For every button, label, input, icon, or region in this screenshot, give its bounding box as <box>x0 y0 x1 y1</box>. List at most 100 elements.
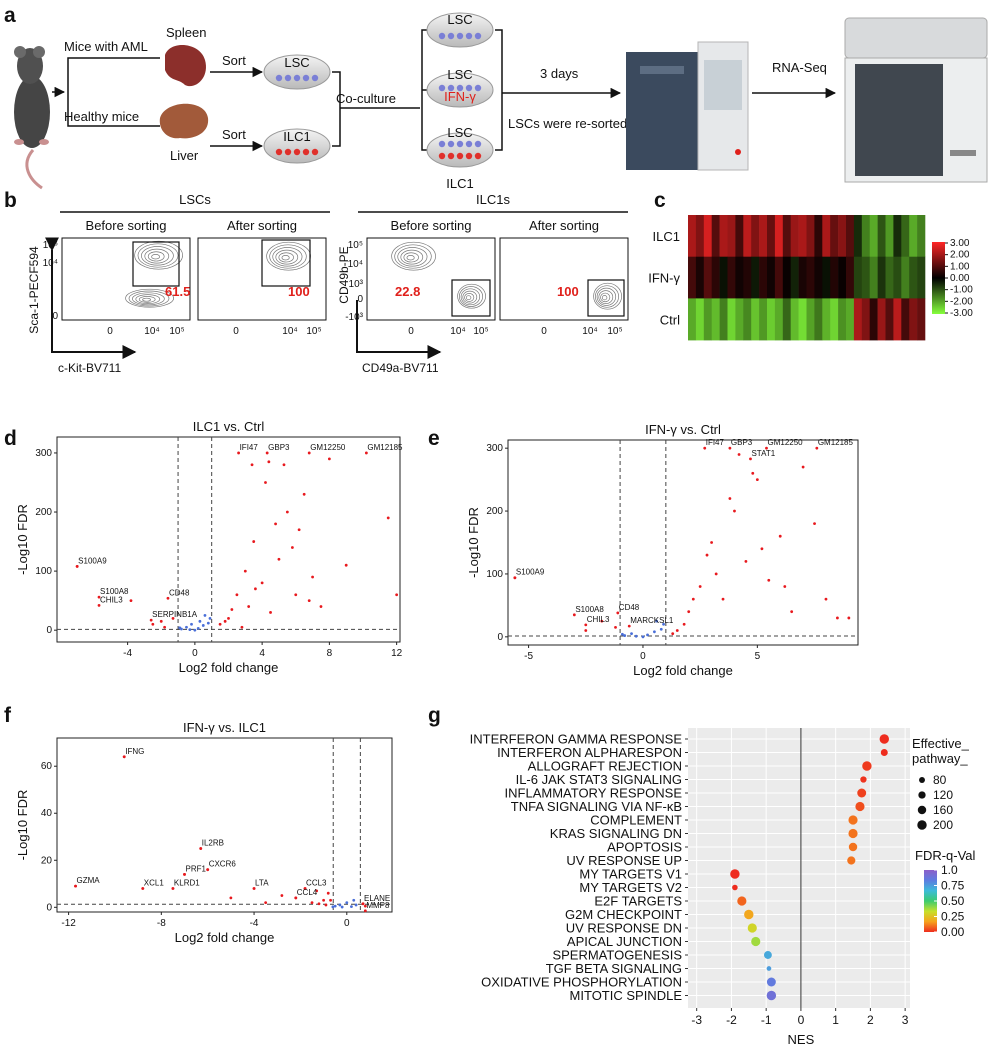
data-point <box>721 597 725 601</box>
data-point <box>687 610 691 614</box>
gene-point <box>294 896 298 900</box>
contour <box>281 255 290 261</box>
colorbar-label: 2.00 <box>950 250 970 261</box>
panel-letter: e <box>428 427 440 450</box>
gene-label: GM12185 <box>367 443 403 452</box>
data-point <box>208 616 212 620</box>
pathway-label: INTERFERON ALPHARESPON <box>497 745 682 760</box>
panel-letter: f <box>4 704 12 727</box>
gene-label: ELANE <box>364 894 390 903</box>
heatmap-cell <box>806 298 815 341</box>
panel-b: b LSCs ILC1s Sca-1-PECF594 c-Kit-BV711 C… <box>4 189 628 375</box>
x-tick-label: 10⁵ <box>607 326 622 337</box>
dish-cell <box>302 74 310 82</box>
heatmap-cell <box>901 298 910 341</box>
axis-label: c-Kit-BV711 <box>58 361 121 375</box>
heatmap-cell <box>751 215 760 257</box>
legend-dot <box>917 820 927 830</box>
dish-cell <box>456 140 464 148</box>
dish-cell <box>438 84 446 92</box>
data-point <box>285 510 289 514</box>
y-tick-label: 100 <box>35 566 52 577</box>
data-point <box>836 616 839 620</box>
data-point <box>267 460 271 464</box>
x-tick-label: 10⁵ <box>306 326 321 337</box>
plot-background <box>688 728 910 1008</box>
gate-value: 100 <box>288 284 310 299</box>
heatmap-cell <box>711 256 720 299</box>
data-point <box>767 578 771 582</box>
data-point <box>196 627 200 630</box>
data-point <box>675 629 679 632</box>
y-tick-label: 200 <box>486 506 503 517</box>
heatmap-cell <box>861 298 870 341</box>
heatmap-cell <box>838 298 847 341</box>
gene-point <box>122 755 126 759</box>
data-point <box>352 898 356 902</box>
colorbar-label: 0.00 <box>950 273 970 284</box>
sequencer-icon <box>844 17 988 183</box>
gene-label: S100A8 <box>100 587 129 596</box>
contour <box>600 292 611 303</box>
dish-cell <box>311 74 319 82</box>
gene-label: LTA <box>255 878 269 887</box>
gene-label: IL2RB <box>202 839 224 848</box>
heatmap-cell <box>798 298 807 341</box>
gene-point <box>584 623 588 627</box>
gene-label: S100A9 <box>78 556 107 565</box>
heatmap-cell <box>822 215 831 257</box>
data-point <box>698 585 702 588</box>
gene-point <box>141 887 145 890</box>
data-point <box>185 625 188 629</box>
gene-label: CD48 <box>619 603 640 612</box>
data-point <box>247 605 251 608</box>
dot <box>747 923 757 933</box>
heatmap-cell <box>893 256 902 299</box>
heatmap-cell <box>767 256 776 299</box>
dish-cell <box>284 74 292 82</box>
data-point <box>728 497 732 500</box>
heatmap-cell <box>814 215 823 257</box>
gate-value: 100 <box>557 284 579 299</box>
data-point <box>338 903 342 907</box>
heatmap-cell <box>917 298 926 341</box>
legend-dot <box>919 777 925 783</box>
data-point <box>171 616 175 620</box>
dish-cell <box>456 84 464 92</box>
heatmap-cell <box>853 256 863 299</box>
dot <box>730 869 740 879</box>
data-point <box>790 610 794 614</box>
gene-label: IFI47 <box>706 438 725 447</box>
data-point <box>345 901 349 904</box>
contour <box>596 287 617 306</box>
data-point <box>129 599 133 603</box>
data-point <box>395 593 399 597</box>
gene-label: GM12250 <box>310 443 346 452</box>
heatmap-cell <box>917 256 926 299</box>
dot <box>880 749 888 756</box>
gene-point <box>97 595 101 599</box>
contour <box>134 240 183 270</box>
heatmap-cell <box>846 256 855 299</box>
heatmap-cell <box>869 256 878 299</box>
x-tick-label: 10⁴ <box>144 326 159 337</box>
data-point <box>243 569 247 573</box>
x-tick-label: 1 <box>832 1013 839 1027</box>
heatmap-cell <box>719 256 728 299</box>
gene-point <box>361 902 365 906</box>
dish-cell <box>465 84 473 92</box>
y-tick-label: 10³ <box>349 279 364 290</box>
colorbar-label: 0.25 <box>941 910 965 924</box>
step-label: Co-culture <box>336 91 396 106</box>
data-point <box>682 622 686 626</box>
legend-label: 80 <box>933 773 947 787</box>
data-point <box>151 622 155 626</box>
data-point <box>274 522 277 526</box>
dish-cell <box>275 148 283 156</box>
data-point <box>653 630 656 634</box>
contour <box>598 290 614 304</box>
contour <box>391 241 436 271</box>
heatmap-cell <box>695 256 705 299</box>
data-point <box>847 616 851 620</box>
data-point <box>634 634 638 638</box>
